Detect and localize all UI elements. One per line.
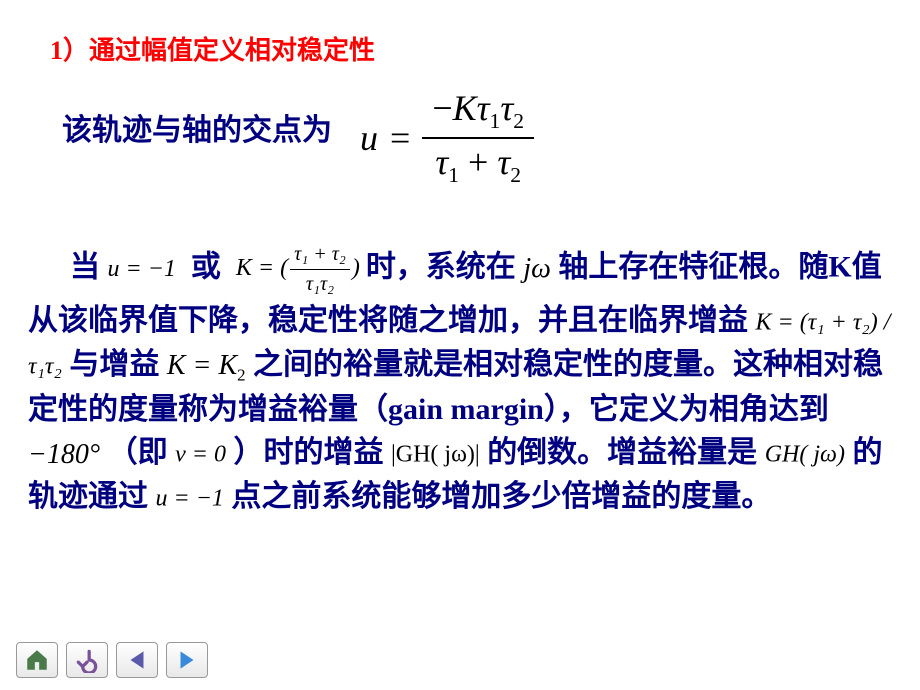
formula-u-neg1-b: u = −1 [156,486,224,512]
numerator: −Kτ1τ2 [422,85,534,137]
body-text: 当 u = −1 或 K = (τ₁ + τ₂τ₁τ₂) 时，系统在 jω 轴上… [28,240,898,519]
prev-icon [124,647,150,673]
denominator: τ1 + τ2 [425,139,531,191]
section-header: 1）通过幅值定义相对稳定性 [50,30,375,67]
next-icon [174,647,200,673]
intro-text: 该轨迹与轴的交点为 [62,105,332,149]
nav-bar [16,642,208,678]
return-icon [74,647,100,673]
nav-next-button[interactable] [166,642,208,678]
formula-lhs: u [360,117,378,159]
formula-k-frac: K = (τ₁ + τ₂τ₁τ₂) [236,255,366,281]
equals-sign: = [390,117,410,159]
formula-gh: GH( jω) [765,442,845,468]
nav-return-button[interactable] [66,642,108,678]
formula-u-neg1: u = −1 [108,256,176,282]
main-formula: u = −Kτ1τ2 τ1 + τ2 [360,85,534,191]
nav-prev-button[interactable] [116,642,158,678]
nav-home-button[interactable] [16,642,58,678]
formula-k2: K = K2 [167,350,246,381]
formula-neg180: −180° [28,439,100,470]
fraction: −Kτ1τ2 τ1 + τ2 [422,85,534,191]
formula-jw: jω [523,253,551,284]
home-icon [24,647,50,673]
formula-v0: v = 0 [175,442,226,468]
formula-gh-abs: ||GH( jω)|GH( jω)| [391,442,480,468]
